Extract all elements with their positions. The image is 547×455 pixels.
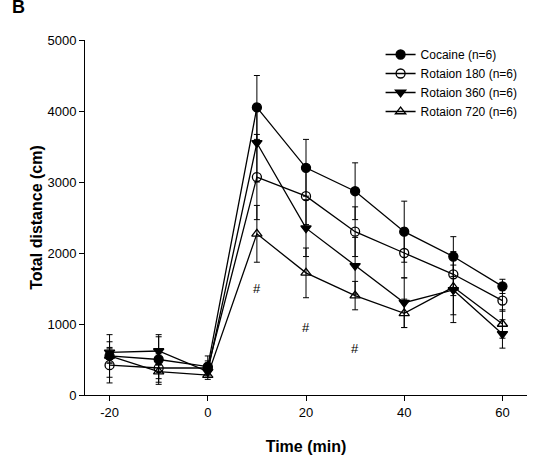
svg-text:Rotaion 180 (n=6): Rotaion 180 (n=6) — [421, 67, 517, 81]
svg-text:#: # — [253, 281, 261, 296]
svg-text:2000: 2000 — [47, 246, 76, 261]
svg-text:-20: -20 — [100, 405, 119, 420]
svg-text:Time (min): Time (min) — [266, 438, 347, 455]
svg-text:Rotaion 720 (n=6): Rotaion 720 (n=6) — [421, 105, 517, 119]
svg-text:20: 20 — [299, 405, 313, 420]
svg-text:5000: 5000 — [47, 33, 76, 48]
svg-text:60: 60 — [495, 405, 509, 420]
svg-text:B: B — [12, 0, 25, 17]
svg-text:1000: 1000 — [47, 317, 76, 332]
svg-text:40: 40 — [397, 405, 411, 420]
svg-text:3000: 3000 — [47, 175, 76, 190]
svg-text:Total distance (cm): Total distance (cm) — [28, 145, 45, 290]
svg-text:Cocaine (n=6): Cocaine (n=6) — [421, 48, 497, 62]
svg-text:Rotaion 360 (n=6): Rotaion 360 (n=6) — [421, 86, 517, 100]
svg-text:#: # — [351, 341, 359, 356]
svg-text:4000: 4000 — [47, 104, 76, 119]
svg-text:0: 0 — [204, 405, 211, 420]
svg-text:#: # — [302, 320, 310, 335]
svg-text:0: 0 — [69, 388, 76, 403]
